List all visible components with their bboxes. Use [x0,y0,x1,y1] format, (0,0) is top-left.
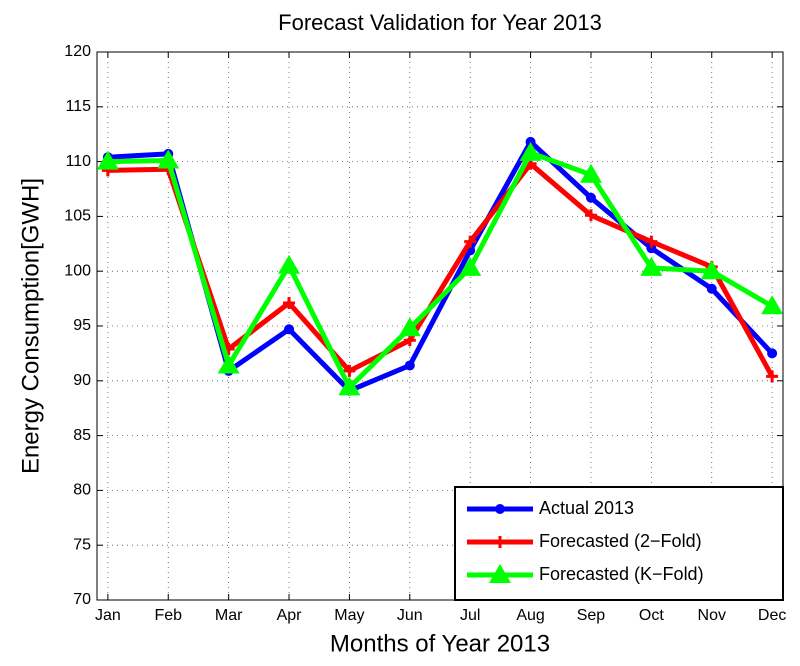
marker [338,376,361,396]
marker [459,256,482,276]
x-tick-label: Oct [639,607,664,624]
x-tick-label: Dec [758,607,786,624]
marker [157,149,180,169]
x-tick-label: Feb [154,607,182,624]
marker [585,192,596,203]
x-tick-label: Mar [215,607,243,624]
series-line [107,139,774,394]
y-tick-label: 105 [64,208,91,225]
x-tick-label: Jul [460,607,480,624]
marker [284,324,295,335]
marker [640,256,663,276]
plot-frame [96,51,784,601]
x-tick-label: Aug [516,607,544,624]
legend-label: Forecasted (2−Fold) [539,531,702,551]
y-axis-label: Energy Consumption[GWH] [17,178,44,474]
marker [706,283,717,294]
x-tick-label: Apr [277,607,303,624]
x-tick-label: Jun [397,607,423,624]
marker [278,254,301,274]
series-line [107,150,774,390]
legend: Actual 2013 Forecasted (2−Fold) Forecasted… [454,486,784,601]
marker [519,141,542,161]
y-tick-label: 90 [73,372,91,389]
legend-label: Forecasted (K−Fold) [539,564,704,584]
y-tick-label: 85 [73,427,91,444]
marker [464,235,477,248]
y-tick-label: 110 [65,153,91,170]
marker [489,564,511,583]
marker [217,354,240,374]
x-tick-label: Sep [577,607,606,624]
legend-label: Actual 2013 [539,498,634,518]
marker [495,504,505,514]
y-tick-label: 80 [73,482,91,499]
y-tick-label: 75 [73,536,91,553]
marker [404,360,415,371]
x-tick-label: Nov [698,607,726,624]
y-tick-label: 70 [73,591,91,608]
marker [96,150,119,170]
marker [584,209,597,222]
marker [645,235,658,248]
x-axis-label: Months of Year 2013 [330,630,550,657]
marker [403,334,416,347]
y-tick-label: 100 [64,262,91,279]
marker [398,317,421,337]
marker [283,296,296,309]
marker [646,243,657,254]
chart-title: Forecast Validation for Year 2013 [278,10,602,35]
marker [343,364,356,377]
marker [494,536,506,548]
marker [766,370,779,383]
marker [767,348,778,359]
x-tick-label: Jan [95,607,121,624]
y-tick-label: 95 [73,317,91,334]
y-tick-label: 115 [65,98,91,115]
y-tick-label: 120 [64,43,91,60]
series-line [107,161,775,378]
marker [579,163,602,183]
marker [700,260,723,280]
marker [761,295,784,315]
x-tick-label: May [334,607,364,624]
